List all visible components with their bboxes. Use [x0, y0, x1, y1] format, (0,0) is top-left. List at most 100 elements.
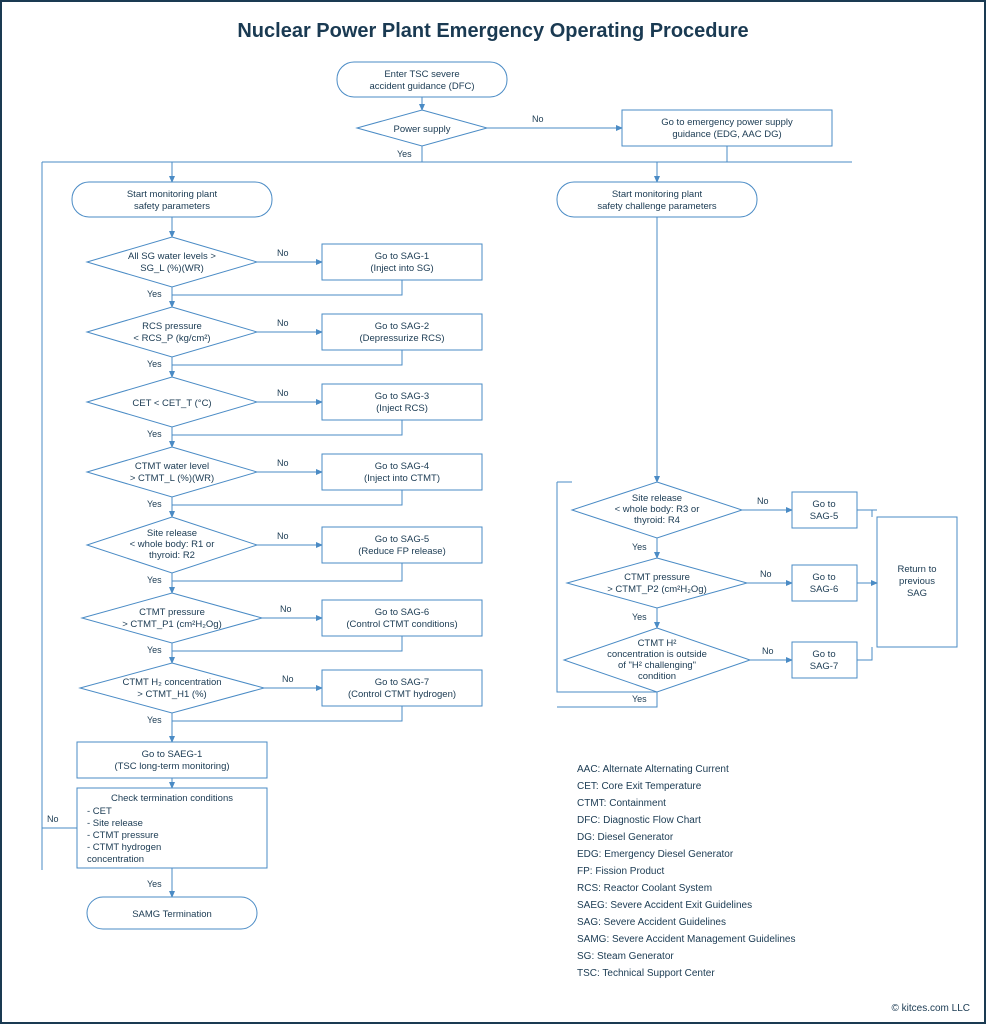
rd1t1: Site release [632, 493, 682, 504]
edge [172, 280, 402, 295]
saeg1: Go to SAEG-1 [142, 749, 203, 760]
chk0: - CET [87, 806, 112, 817]
node-rd2 [567, 558, 747, 608]
lbl-yes: Yes [397, 149, 412, 159]
node-d1 [87, 237, 257, 287]
lbl: Yes [147, 575, 162, 585]
edge [172, 350, 402, 365]
d1t1: All SG water levels > [128, 251, 216, 262]
mc-text1: Start monitoring plant [612, 189, 703, 200]
d6t1: CTMT pressure [139, 607, 205, 618]
edg-text1: Go to emergency power supply [661, 117, 793, 128]
lbl: Yes [632, 612, 647, 622]
lg7: RCS: Reactor Coolant System [577, 883, 712, 894]
chk2: - CTMT pressure [87, 830, 159, 841]
a6t1: Go to SAG-6 [375, 607, 429, 618]
lbl: No [757, 496, 769, 506]
chkt: Check termination conditions [111, 793, 233, 804]
diagram-container: Nuclear Power Plant Emergency Operating … [0, 0, 986, 1024]
a4t1: Go to SAG-4 [375, 461, 429, 472]
d3t: CET < CET_T (°C) [132, 398, 211, 409]
lg11: SG: Steam Generator [577, 951, 674, 962]
lbl: No [277, 248, 289, 258]
node-ra2 [792, 565, 857, 601]
a3t1: Go to SAG-3 [375, 391, 429, 402]
start-text1: Enter TSC severe [384, 69, 459, 80]
ra2t2: SAG-6 [810, 584, 839, 595]
ra3t2: SAG-7 [810, 661, 839, 672]
d7t1: CTMT H₂ concentration [122, 677, 221, 688]
lbl: No [47, 814, 59, 824]
flowchart-svg: Enter TSC severe accident guidance (DFC)… [2, 52, 986, 1012]
node-a6 [322, 600, 482, 636]
chk3: - CTMT hydrogen [87, 842, 161, 853]
node-d4 [87, 447, 257, 497]
node-ra3 [792, 642, 857, 678]
ra2t1: Go to [812, 572, 835, 583]
d4t2: > CTMT_L (%)(WR) [130, 473, 214, 484]
node-ra1 [792, 492, 857, 528]
lg10: SAMG: Severe Accident Management Guideli… [577, 934, 795, 945]
lg12: TSC: Technical Support Center [577, 968, 715, 979]
lg0: AAC: Alternate Alternating Current [577, 764, 729, 775]
d1t2: SG_L (%)(WR) [140, 263, 204, 274]
lbl: No [277, 531, 289, 541]
lg9: SAG: Severe Accident Guidelines [577, 917, 726, 928]
lbl: Yes [147, 429, 162, 439]
edge [172, 636, 402, 651]
rd2t1: CTMT pressure [624, 572, 690, 583]
lbl: No [762, 646, 774, 656]
edge [172, 563, 402, 581]
edge [172, 706, 402, 721]
a5t1: Go to SAG-5 [375, 534, 429, 545]
lbl: Yes [632, 542, 647, 552]
saeg2: (TSC long-term monitoring) [114, 761, 229, 772]
d4t1: CTMT water level [135, 461, 209, 472]
lbl: Yes [147, 645, 162, 655]
lbl: Yes [147, 715, 162, 725]
power-text: Power supply [393, 124, 450, 135]
rd3t1: CTMT H² [638, 638, 677, 649]
node-a2 [322, 314, 482, 350]
node-a5 [322, 527, 482, 563]
d7t2: > CTMT_H1 (%) [137, 689, 206, 700]
lg3: DFC: Diagnostic Flow Chart [577, 815, 701, 826]
a4t2: (Inject into CTMT) [364, 473, 440, 484]
lg1: CET: Core Exit Temperature [577, 781, 702, 792]
lbl: No [277, 458, 289, 468]
lbl: Yes [147, 499, 162, 509]
ra3t1: Go to [812, 649, 835, 660]
edge [172, 420, 402, 435]
node-d2 [87, 307, 257, 357]
lbl-no: No [532, 114, 544, 124]
rd2t2: > CTMT_P2 (cm²H₂Og) [607, 584, 707, 595]
lbl: No [282, 674, 294, 684]
a5t2: (Reduce FP release) [358, 546, 445, 557]
termt: SAMG Termination [132, 909, 212, 920]
lbl: No [760, 569, 772, 579]
d5t3: thyroid: R2 [149, 550, 195, 561]
node-a4 [322, 454, 482, 490]
lbl: Yes [147, 879, 162, 889]
ret3: SAG [907, 588, 927, 599]
a6t2: (Control CTMT conditions) [346, 619, 457, 630]
rd3t4: condition [638, 671, 676, 682]
d5t1: Site release [147, 528, 197, 539]
lbl: Yes [147, 359, 162, 369]
a2t2: (Depressurize RCS) [360, 333, 445, 344]
ms-text2: safety parameters [134, 201, 210, 212]
lg5: EDG: Emergency Diesel Generator [577, 849, 734, 860]
edge [42, 828, 77, 870]
a1t1: Go to SAG-1 [375, 251, 429, 262]
start-text2: accident guidance (DFC) [369, 81, 474, 92]
lbl: Yes [632, 694, 647, 704]
lg2: CTMT: Containment [577, 798, 666, 809]
node-saeg [77, 742, 267, 778]
chk4: concentration [87, 854, 144, 865]
node-a7 [322, 670, 482, 706]
node-d7 [80, 663, 264, 713]
d6t2: > CTMT_P1 (cm²H₂Og) [122, 619, 222, 630]
lg8: SAEG: Severe Accident Exit Guidelines [577, 900, 752, 911]
edge [172, 490, 402, 505]
footer-text: © kitces.com LLC [891, 1003, 970, 1014]
